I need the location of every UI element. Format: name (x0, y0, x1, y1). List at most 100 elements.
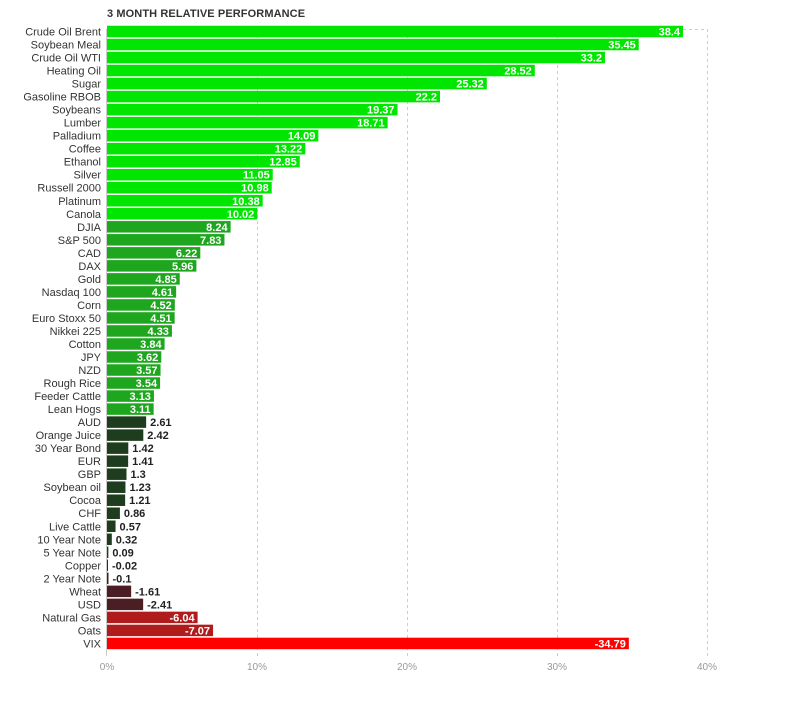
data-label: 5.96 (172, 261, 193, 273)
category-label: Feeder Cattle (34, 391, 101, 403)
x-tick-label: 20% (397, 662, 417, 673)
data-label: 0.09 (112, 547, 133, 559)
bar (107, 455, 129, 467)
data-label: 33.2 (581, 53, 602, 65)
bar (107, 507, 120, 519)
bar (107, 416, 147, 428)
data-label: 2.61 (150, 417, 171, 429)
data-label: -0.1 (113, 573, 132, 585)
bar (107, 51, 605, 64)
data-label: -2.41 (147, 599, 172, 611)
category-label: Orange Juice (36, 430, 101, 442)
data-label: 1.42 (132, 443, 153, 455)
bar (107, 168, 273, 181)
bar (107, 546, 109, 559)
data-label: 0.86 (124, 508, 145, 520)
data-label: 0.32 (116, 534, 137, 546)
category-label: CHF (78, 508, 101, 520)
bar (107, 494, 126, 506)
bar (107, 273, 180, 285)
category-label: USD (78, 599, 101, 611)
bar (107, 234, 225, 246)
category-label: Lean Hogs (48, 404, 102, 416)
bar (107, 25, 683, 38)
category-label: DJIA (77, 222, 102, 234)
category-label: Soybean Meal (31, 40, 101, 52)
category-label: Canola (66, 209, 102, 221)
bar (107, 299, 175, 311)
data-label: 12.85 (269, 157, 297, 169)
category-label: Oats (78, 625, 102, 637)
data-label: 25.32 (456, 79, 484, 91)
data-label: 1.41 (132, 456, 153, 468)
category-label: Nikkei 225 (50, 326, 101, 338)
data-label: 0.57 (120, 521, 141, 533)
chart-title: 3 MONTH RELATIVE PERFORMANCE (107, 8, 306, 20)
data-label: 10.38 (232, 196, 260, 208)
bar (107, 116, 388, 129)
data-label: 4.52 (150, 300, 171, 312)
category-label: Lumber (64, 118, 102, 130)
category-label: VIX (83, 638, 101, 650)
data-label: 3.84 (140, 339, 162, 351)
data-label: 3.62 (137, 352, 158, 364)
data-label: 3.13 (130, 391, 151, 403)
data-label: 11.05 (243, 170, 270, 182)
category-label: EUR (78, 456, 101, 468)
category-label: Copper (65, 560, 101, 572)
bar (107, 181, 272, 194)
bar (107, 247, 201, 259)
bar (107, 390, 154, 402)
data-label: 3.57 (136, 365, 157, 377)
data-label: 7.83 (200, 235, 221, 247)
category-label: Gold (78, 274, 101, 286)
bar (107, 559, 108, 572)
data-label: -6.04 (170, 612, 196, 624)
bar (107, 195, 263, 207)
category-label: Nasdaq 100 (42, 287, 101, 299)
bar (107, 338, 165, 350)
category-label: GBP (78, 469, 101, 481)
bar (107, 286, 177, 298)
category-label: JPY (81, 352, 102, 364)
data-label: 14.09 (288, 131, 316, 143)
category-label: Cocoa (69, 495, 102, 507)
category-label: Natural Gas (42, 612, 101, 624)
bar (107, 364, 161, 376)
data-label: 10.98 (241, 183, 269, 195)
bar (107, 103, 398, 116)
data-label: 4.85 (155, 274, 176, 286)
bar (107, 221, 231, 233)
data-label: 38.4 (659, 27, 681, 39)
category-label: 10 Year Note (37, 534, 101, 546)
bar (107, 260, 197, 272)
category-label: 5 Year Note (44, 547, 102, 559)
data-label: 13.22 (275, 144, 303, 156)
bar (107, 585, 132, 598)
data-label: 1.21 (129, 495, 150, 507)
data-label: 10.02 (227, 209, 255, 221)
category-label: Wheat (69, 586, 101, 598)
category-label: 30 Year Bond (35, 443, 101, 455)
data-label: -1.61 (135, 586, 160, 598)
bar (107, 598, 144, 611)
bar (107, 520, 116, 533)
category-label: Palladium (53, 131, 101, 143)
category-label: Live Cattle (49, 521, 101, 533)
category-label: 2 Year Note (44, 573, 102, 585)
category-label: CAD (78, 248, 101, 260)
category-label: Crude Oil WTI (31, 53, 101, 65)
data-label: 8.24 (206, 222, 228, 234)
bar (107, 481, 126, 493)
category-label: Russell 2000 (37, 183, 101, 195)
category-label: Sugar (72, 79, 102, 91)
bar (107, 325, 172, 337)
data-label: 1.23 (129, 482, 150, 494)
data-label: 3.54 (136, 378, 158, 390)
data-label: 4.61 (152, 287, 173, 299)
category-label: Soybean oil (44, 482, 102, 494)
data-label: 3.11 (130, 404, 151, 416)
category-label: Rough Rice (44, 378, 101, 390)
